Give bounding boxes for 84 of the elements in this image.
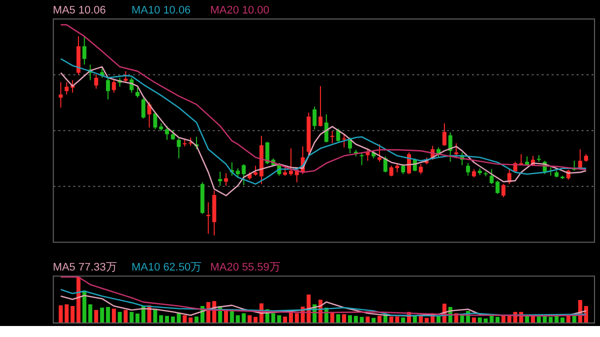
candlestick (342, 134, 346, 148)
bar (501, 316, 506, 322)
bar (294, 313, 299, 322)
candlestick (448, 132, 452, 162)
bar (283, 316, 288, 322)
bar (342, 314, 346, 322)
candlestick (141, 97, 146, 120)
text: MA5 10.06 (52, 4, 106, 16)
candlestick (94, 74, 98, 90)
bar (70, 306, 75, 322)
bar (436, 316, 441, 322)
bar (224, 310, 228, 322)
bar (112, 308, 116, 322)
bar (248, 315, 252, 322)
bar (176, 313, 181, 322)
candlestick (265, 141, 270, 165)
text: MA5 77.33万 (52, 262, 117, 274)
bar (330, 312, 334, 322)
bar (100, 308, 104, 322)
candlestick (218, 171, 222, 186)
candlestick (165, 125, 169, 140)
candlestick (360, 152, 364, 166)
candlestick (496, 180, 500, 195)
text: MA10 62.50万 (132, 262, 202, 274)
candlestick (442, 122, 446, 146)
bar (170, 316, 175, 322)
bar (378, 316, 382, 322)
bar (336, 314, 340, 322)
bar (106, 306, 110, 322)
text: MA20 55.59万 (210, 262, 280, 274)
candlestick (501, 184, 506, 198)
bar (165, 316, 169, 322)
candlestick (507, 168, 512, 185)
bar (525, 316, 530, 322)
candlestick (336, 128, 340, 142)
candlestick (318, 86, 322, 128)
bar (277, 315, 282, 322)
bar (188, 318, 193, 322)
candlestick (82, 36, 86, 66)
bar (412, 316, 417, 322)
candlestick (170, 129, 175, 140)
bar (159, 315, 164, 322)
bar (348, 315, 352, 322)
bar (360, 316, 364, 322)
text: MA10 10.06 (132, 4, 191, 16)
candlestick (106, 77, 110, 100)
candlestick (64, 82, 69, 95)
text: MA20 10.00 (210, 4, 270, 16)
candlestick (330, 130, 334, 144)
bar (536, 316, 541, 322)
candlestick (536, 154, 541, 162)
candlestick (176, 136, 181, 159)
bar (554, 316, 559, 322)
bar (496, 316, 500, 322)
candlestick (378, 144, 382, 162)
bar (130, 312, 134, 322)
bar (88, 304, 92, 322)
candlestick (153, 111, 158, 130)
bar (254, 316, 258, 322)
bar (94, 310, 98, 322)
candlestick (58, 82, 63, 108)
bar (153, 309, 158, 322)
bar (366, 316, 370, 322)
candlestick (288, 148, 293, 176)
bar (118, 312, 122, 322)
candlestick (312, 106, 317, 130)
bar (354, 316, 358, 322)
bar (136, 314, 140, 322)
bar (182, 315, 187, 322)
bar (194, 316, 199, 322)
candlestick (136, 87, 140, 98)
bar (472, 318, 476, 322)
bar (76, 276, 80, 322)
bar (271, 313, 276, 322)
bar (124, 310, 128, 322)
candlestick (466, 162, 470, 176)
candlestick (418, 164, 423, 175)
bar (82, 290, 86, 322)
candlestick (112, 79, 116, 94)
candlestick (490, 168, 494, 185)
bar (560, 318, 564, 322)
bar (372, 318, 376, 322)
candlestick (324, 114, 328, 143)
bar (401, 318, 406, 322)
